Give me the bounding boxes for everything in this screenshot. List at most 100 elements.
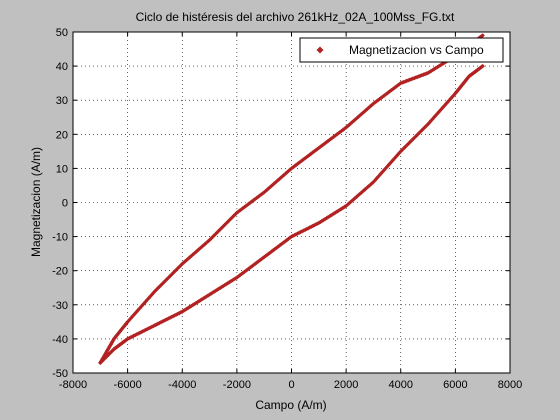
x-tick-label: 2000 — [334, 379, 358, 391]
legend: Magnetizacion vs Campo — [299, 37, 504, 63]
data-point — [319, 218, 325, 224]
data-point — [208, 291, 214, 296]
data-point — [181, 260, 186, 265]
x-tick-label: 6000 — [443, 379, 467, 391]
data-point — [404, 143, 410, 148]
data-point — [248, 200, 253, 205]
data-point — [126, 335, 132, 341]
legend-box — [299, 37, 504, 63]
data-point — [125, 319, 130, 325]
data-point — [439, 106, 444, 111]
y-tick-label: -20 — [52, 266, 68, 278]
data-point — [246, 266, 252, 271]
data-point — [278, 242, 284, 247]
plot-axes — [72, 31, 511, 374]
data-point — [348, 199, 353, 205]
data-point — [222, 282, 227, 288]
data-point — [322, 216, 328, 222]
data-point — [453, 91, 458, 96]
data-point — [381, 93, 387, 98]
data-point — [195, 299, 200, 305]
data-point — [236, 209, 241, 214]
y-tick-label: 10 — [56, 163, 68, 175]
data-point — [98, 360, 103, 365]
x-tick-label: 0 — [288, 379, 294, 391]
chart-title: Ciclo de histéresis del archivo 261kHz_0… — [136, 10, 455, 24]
data-point — [400, 147, 405, 153]
data-point — [167, 315, 173, 320]
data-point — [152, 288, 158, 294]
data-point — [268, 250, 273, 255]
data-point — [236, 274, 241, 279]
data-point — [246, 201, 252, 206]
y-tick-label: -50 — [52, 368, 68, 380]
data-point — [208, 236, 214, 241]
data-point — [167, 273, 173, 279]
data-point — [178, 310, 183, 315]
data-point — [234, 275, 240, 280]
data-point — [392, 85, 397, 90]
data-point — [299, 158, 305, 163]
y-tick-label: -10 — [52, 232, 68, 244]
data-point — [290, 233, 296, 239]
data-point — [310, 150, 315, 155]
x-tick-labels: -8000 -6000 -4000 -2000 0 2000 4000 6000 8000 — [59, 379, 522, 391]
data-point — [249, 263, 255, 269]
x-tick-label: -2000 — [223, 379, 251, 391]
data-point — [343, 125, 349, 130]
data-point — [427, 120, 432, 125]
data-point — [180, 261, 185, 267]
plot-frame — [72, 31, 511, 374]
data-point — [302, 227, 308, 232]
x-tick-label: 8000 — [498, 379, 522, 391]
x-tick-label: -4000 — [168, 379, 196, 391]
x-axis-label: Campo (A/m) — [255, 398, 326, 412]
data-point — [390, 157, 396, 163]
data-point — [345, 202, 350, 207]
data-point — [377, 173, 382, 178]
data-point — [180, 309, 185, 314]
data-point — [316, 145, 322, 151]
plot-area — [73, 32, 510, 373]
data-point — [387, 161, 393, 166]
y-tick-label: 0 — [62, 198, 68, 210]
data-point — [433, 65, 438, 71]
y-tick-label: 40 — [56, 61, 68, 73]
y-tick-label: 30 — [56, 95, 68, 107]
data-point — [139, 304, 144, 309]
data-point — [342, 126, 347, 131]
data-point — [233, 276, 238, 281]
data-point — [166, 316, 171, 321]
data-point — [346, 201, 352, 206]
data-point — [301, 157, 306, 162]
data-point — [205, 293, 211, 298]
data-point — [416, 130, 422, 136]
data-point — [219, 225, 224, 231]
data-point — [333, 210, 338, 215]
data-point — [441, 104, 446, 110]
data-point — [193, 300, 199, 306]
data-point — [330, 212, 335, 217]
data-point — [277, 243, 282, 248]
data-point — [327, 137, 332, 143]
x-tick-label: 4000 — [389, 379, 413, 391]
data-point — [343, 203, 349, 209]
data-point — [380, 94, 385, 99]
legend-marker — [316, 46, 324, 54]
data-point — [258, 192, 264, 197]
data-point — [480, 33, 485, 38]
y-tick-label: -40 — [52, 334, 68, 346]
y-tick-label: 20 — [56, 129, 68, 141]
data-point — [219, 284, 224, 290]
data-point — [164, 276, 170, 282]
y-tick-label: 50 — [56, 27, 68, 39]
legend-label: Magnetizacion vs Campo — [349, 43, 484, 57]
data-point — [178, 263, 183, 268]
y-axis-label: Magnetizacion (A/m) — [29, 147, 43, 257]
x-tick-label: -8000 — [59, 379, 87, 391]
data-point — [225, 219, 230, 225]
data-point — [445, 99, 450, 105]
data-point — [383, 92, 388, 97]
y-tick-labels: -50 -40 -30 -20 -10 0 10 20 30 40 50 — [52, 27, 68, 380]
